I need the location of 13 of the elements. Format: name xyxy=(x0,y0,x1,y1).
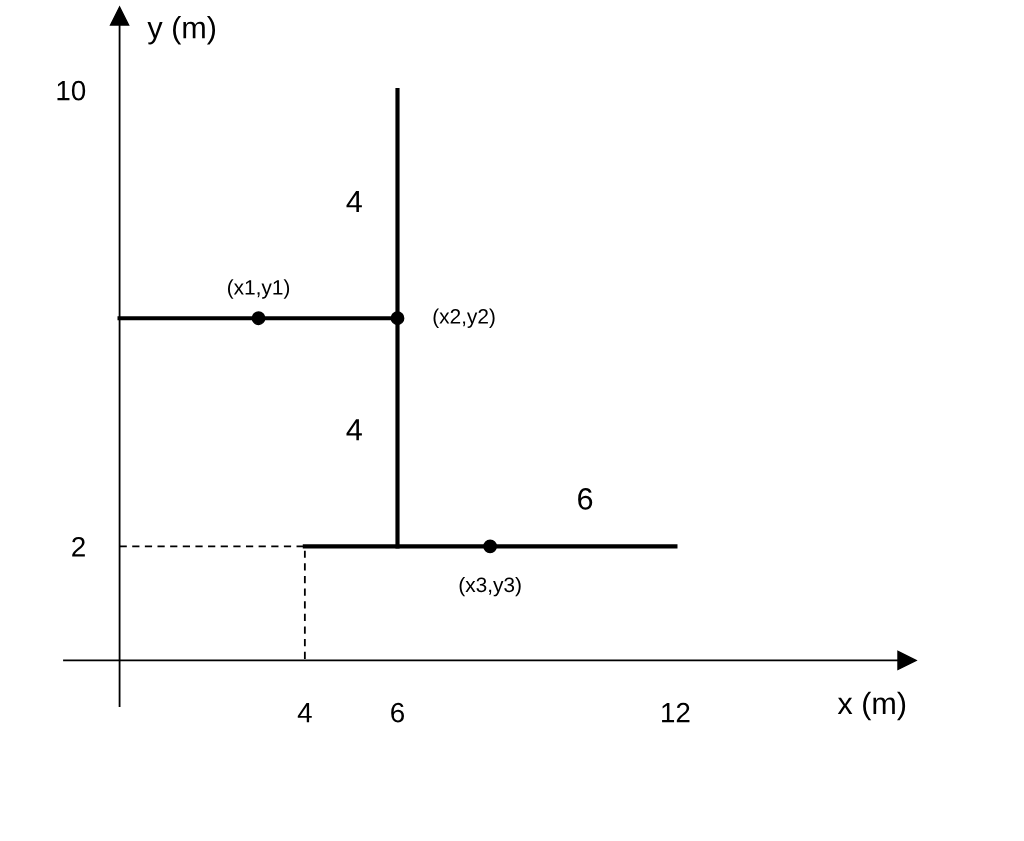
y-axis-title: y (m) xyxy=(147,16,216,45)
annotation: (x2,y2) xyxy=(433,308,495,328)
annotation: 6 xyxy=(578,488,593,510)
x-axis-title: x (m) xyxy=(837,691,906,721)
x-tick-label: 4 xyxy=(297,703,312,723)
x-tick-label: 6 xyxy=(391,702,404,723)
annotation: 4 xyxy=(346,191,362,213)
annotation: (x1,y1) xyxy=(228,279,290,299)
y-tick-label: 2 xyxy=(72,537,85,557)
annotation: (x3,y3) xyxy=(459,576,521,597)
y-tick-label: 10 xyxy=(57,80,86,101)
annotation: 4 xyxy=(346,419,362,441)
x-tick-label: 12 xyxy=(662,702,690,723)
